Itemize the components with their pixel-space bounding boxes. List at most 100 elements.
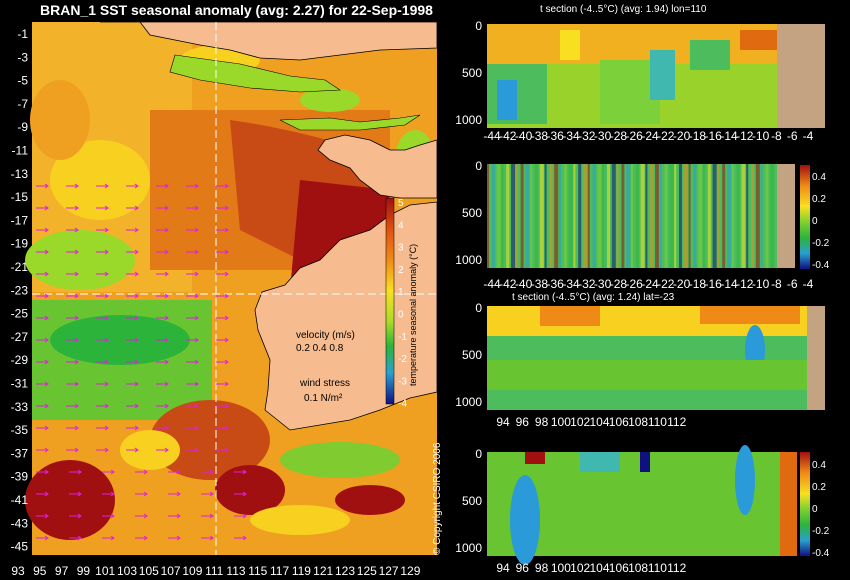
wind-arrow [96, 271, 109, 277]
section-x-tick: -4 [803, 277, 814, 291]
wind-arrow [126, 315, 139, 321]
wind-arrow [156, 205, 169, 211]
section-x-tick: 102 [570, 415, 590, 429]
velocity-stripe [751, 164, 754, 268]
section-x-tick: 104 [589, 561, 609, 575]
wind-arrow [96, 337, 109, 343]
map-x-tick: 99 [77, 564, 91, 578]
wind-arrow [66, 315, 79, 321]
map-x-tick: 111 [205, 564, 224, 578]
wind-arrow [216, 205, 229, 211]
wind-arrow [186, 381, 199, 387]
sst-colorbar-label: temperature seasonal anomaly (°C) [408, 243, 418, 386]
wind-arrow [186, 315, 199, 321]
wind-arrow [36, 205, 49, 211]
map-y-tick: -39 [11, 470, 29, 484]
vel-colorbar-tick: -0.2 [812, 238, 830, 249]
wind-arrow [126, 293, 139, 299]
vel-colorbar-tick: -0.4 [812, 260, 830, 271]
velocity-stripe [693, 164, 697, 268]
section-y-tick: 0 [475, 301, 482, 315]
velocity-stripe [722, 164, 726, 268]
section-y-tick: 1000 [455, 113, 482, 127]
section-x-tick: -8 [771, 277, 782, 291]
wind-arrow [156, 271, 169, 277]
velocity-stripe [511, 164, 515, 268]
vel-colorbar-tick: 0.4 [812, 460, 826, 471]
section-x-tick: -8 [771, 129, 782, 143]
vel-colorbar-tick: -0.4 [812, 548, 830, 559]
wind-arrow [156, 227, 169, 233]
section-y-tick: 500 [462, 348, 482, 362]
map-y-tick: -9 [17, 120, 28, 134]
velocity-stripe [736, 164, 740, 268]
velocity-stripe [573, 164, 576, 268]
section-x-tick: -34 [562, 277, 580, 291]
wind-arrow [135, 491, 148, 497]
wind-arrow [216, 381, 229, 387]
wind-arrow [216, 359, 229, 365]
section-x-tick: -6 [787, 129, 798, 143]
wind-arrow [186, 447, 199, 453]
velocity-stripe [491, 164, 495, 268]
map-y-tick: -15 [11, 190, 29, 204]
section-x-tick: -36 [547, 129, 565, 143]
sst-colorbar [385, 197, 395, 405]
map-y-tick: -17 [11, 213, 29, 227]
vel-colorbar-lat [800, 452, 810, 556]
wind-arrow [66, 205, 79, 211]
sst-colorbar-tick: 0 [398, 310, 404, 321]
wind-arrow [186, 403, 199, 409]
wind-arrow [66, 359, 79, 365]
wind-arrow [234, 513, 247, 519]
section-x-tick: 98 [535, 415, 549, 429]
vel-colorbar-lon [800, 165, 810, 269]
wind-arrow [216, 337, 229, 343]
map-x-tick: 93 [11, 564, 25, 578]
sst-colorbar-tick: 2 [398, 265, 404, 276]
map-y-tick: -37 [11, 446, 29, 460]
velocity-stripe [487, 164, 489, 268]
velocity-stripe [592, 164, 596, 268]
wind-arrow [36, 183, 49, 189]
section-x-tick: -42 [499, 129, 517, 143]
map-y-tick: -25 [11, 307, 29, 321]
map-x-tick: 103 [117, 564, 137, 578]
wind-arrow [186, 249, 199, 255]
section-x-tick: -16 [705, 129, 723, 143]
map-x-tick: 97 [55, 564, 69, 578]
wind-arrow [168, 535, 181, 541]
velocity-stripe [496, 164, 501, 268]
velocity-stripe [506, 164, 510, 268]
section-x-tick: 94 [496, 415, 510, 429]
wind-arrow [201, 535, 214, 541]
wind-arrow [96, 425, 109, 431]
velocity-stripe [707, 164, 711, 268]
velocity-scale: 0.2 0.4 0.8 [296, 343, 344, 354]
section-x-tick: -40 [515, 277, 533, 291]
velocity-stripe [741, 164, 746, 268]
wind-arrow [201, 513, 214, 519]
wind-arrow [96, 183, 109, 189]
map-y-tick: -5 [17, 74, 28, 88]
section-x-tick: -30 [594, 129, 612, 143]
map-x-tick: 105 [139, 564, 159, 578]
map-x-tick: 115 [248, 564, 267, 578]
wind-arrow [186, 205, 199, 211]
map-x-tick: 101 [95, 564, 115, 578]
section-x-tick: -16 [705, 277, 723, 291]
section-y-tick: 500 [462, 206, 482, 220]
velocity-stripe [679, 164, 682, 268]
section-panel-lon-temp [487, 24, 825, 128]
velocity-stripe [616, 164, 619, 268]
section-x-tick: -20 [673, 277, 691, 291]
velocity-stripe [674, 164, 677, 268]
sst-colorbar-tick: 3 [398, 243, 404, 254]
wind-arrow [135, 513, 148, 519]
section-x-tick: 96 [516, 561, 530, 575]
wind-arrow [126, 271, 139, 277]
section-y-tick: 500 [462, 494, 482, 508]
map-y-tick: -33 [11, 400, 29, 414]
wind-arrow [216, 271, 229, 277]
section-x-tick: 100 [551, 415, 571, 429]
